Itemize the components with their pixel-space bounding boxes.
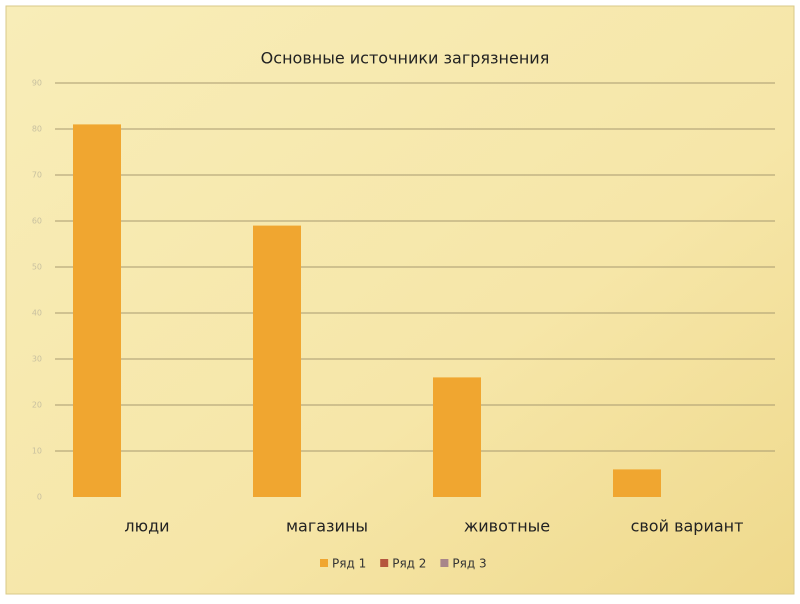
legend-label: Ряд 3 bbox=[452, 557, 486, 571]
legend-label: Ряд 1 bbox=[332, 557, 366, 571]
y-tick-label: 10 bbox=[32, 447, 42, 456]
bar bbox=[613, 469, 661, 497]
bar bbox=[433, 377, 481, 497]
y-tick-label: 70 bbox=[32, 171, 42, 180]
y-tick-label: 30 bbox=[32, 355, 42, 364]
legend-swatch bbox=[320, 559, 328, 567]
legend-label: Ряд 2 bbox=[392, 557, 426, 571]
y-tick-label: 90 bbox=[32, 79, 42, 88]
background bbox=[5, 5, 795, 595]
bar bbox=[253, 225, 301, 497]
y-tick-label: 0 bbox=[37, 493, 42, 502]
bar bbox=[73, 124, 121, 498]
x-tick-label: люди bbox=[124, 517, 169, 536]
x-tick-label: магазины bbox=[286, 517, 368, 536]
y-tick-label: 60 bbox=[32, 217, 42, 226]
y-tick-label: 40 bbox=[32, 309, 42, 318]
legend-swatch bbox=[440, 559, 449, 567]
y-tick-label: 80 bbox=[32, 125, 42, 134]
x-tick-label: свой вариант bbox=[631, 517, 744, 536]
legend-swatch bbox=[380, 559, 389, 567]
chart-title: Основные источники загрязнения bbox=[261, 49, 550, 68]
y-tick-label: 50 bbox=[32, 263, 42, 272]
x-tick-label: животные bbox=[464, 517, 550, 536]
y-tick-label: 20 bbox=[32, 401, 42, 410]
